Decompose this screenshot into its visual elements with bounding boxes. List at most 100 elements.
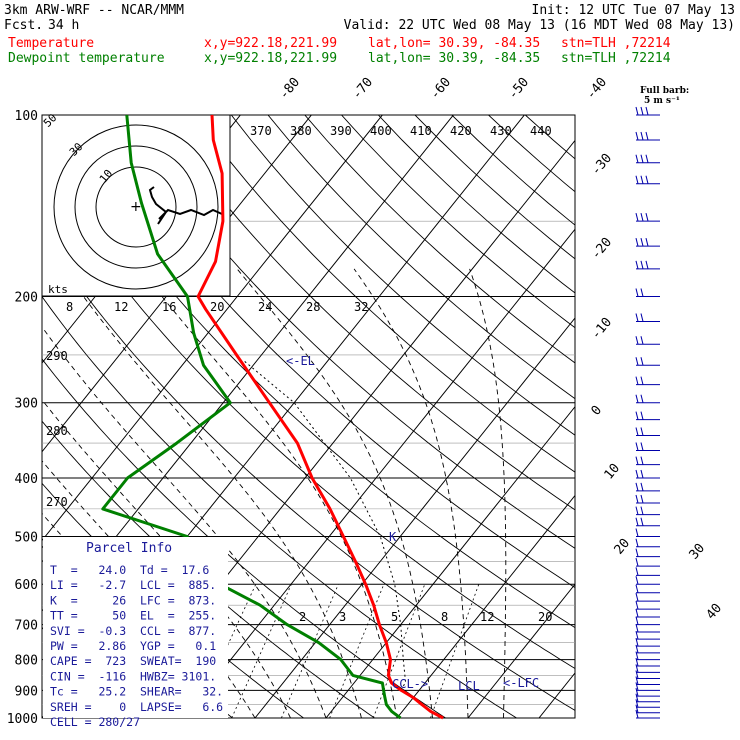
wind-barb [635,709,660,719]
wind-barb [635,538,660,548]
isotherm-line [325,405,575,718]
hodograph-trace [148,186,223,225]
parcel-info-row: PW = 2.86 YGP = 0.1 [50,639,216,653]
header: 3km ARW-WRF -- NCAR/MMM Init: 12 UTC Tue… [4,3,735,66]
isotherm-label: 10 [602,461,624,483]
wind-barb [635,558,660,567]
isotherm-label: 30 [687,541,709,563]
dry-adiabat [488,115,575,193]
temperature-legend: Temperature [8,36,94,51]
parcel-info-row: SVI = -0.3 CCL = 877. [50,624,216,638]
wind-barb [635,688,660,697]
wind-barb [635,584,660,594]
pressure-label: 400 [15,472,38,487]
wind-barb [635,631,660,640]
dry-adiabat [157,115,575,511]
wind-barb [635,427,660,436]
dry-adiabat [267,115,575,400]
pressure-label: 800 [15,654,38,669]
forecast-label: Fcst. [4,18,43,33]
ccl-label: CCL-> [392,677,428,691]
wind-barb [635,394,660,404]
wind-barb [635,651,660,661]
temperature-latlon: lat,lon= 30.39, -84.35 [368,36,540,51]
isotherm-label: 40 [704,601,726,623]
dry-adiabat [304,115,575,364]
wind-barb [635,106,660,116]
mixing-ratio-label: 2 [299,610,306,624]
moist-adiabat [42,326,327,718]
mixing-ratio-lines [193,584,480,718]
pressure-label: 500 [15,530,38,545]
wind-barb [635,616,660,626]
valid-time: Valid: 22 UTC Wed 08 May 13 (16 MDT Wed … [344,18,735,33]
isotherm-label: -50 [506,75,533,103]
dry-adiabat [120,115,575,549]
wind-barb [635,313,660,322]
hodograph-ring-50 [53,124,219,290]
isotherm-label: -30 [589,151,616,179]
wind-barb [635,576,660,585]
parcel-info-row: CAPE = 723 SWEAT= 190 [50,654,216,668]
theta-label: 410 [410,124,432,138]
temperature-xy: x,y=922.18,221.99 [204,36,337,51]
dry-adiabat [451,115,575,226]
wind-barb [635,456,660,466]
pressure-label: 600 [15,578,38,593]
isotherm-label: -80 [277,75,304,103]
mixing-ratio-line [329,584,385,718]
wind-barb [635,608,660,618]
wind-barb [635,336,660,345]
wind-barbs [635,106,660,719]
mixing-ratio-label: 20 [538,610,552,624]
parcel-info-row: K = 26 LFC = 873. [50,593,216,607]
wind-barb [635,411,660,421]
mixing-ratio-label: 5 [391,610,398,624]
isotherm-line [610,115,740,718]
wind-barb [635,154,660,164]
moist-adiabat [353,268,469,718]
isotherm-line [254,317,575,718]
level-labels: <-EL K CCL-> LCL <-LFC [286,354,539,693]
dewpoint-latlon: lat,lon= 30.39, -84.35 [368,51,540,66]
isotherm-line [396,494,575,718]
wind-barb [635,482,660,492]
dewpoint-station: stn=TLH ,72214 [561,51,671,66]
hodograph-speed-tick: 16 [162,300,176,314]
isotherm-label: 20 [612,536,634,558]
wind-legend-value: 5 m s⁻¹ [644,96,680,106]
parcel-info-row: CIN = -116 HWBZ= 3101. [50,669,216,683]
wind-barb [635,175,660,185]
hodograph-center: + [130,199,142,215]
mixing-ratio-label: 12 [480,610,494,624]
dry-adiabat [377,115,575,294]
mixing-ratio-labels: 2 3 5 8 12 20 [299,610,552,624]
dry-adiabat [42,358,446,718]
wind-barb [635,664,660,673]
wind-barb [635,693,660,703]
moist-adiabat [63,268,362,718]
dewpoint-legend: Dewpoint temperature [8,51,165,66]
parcel-info-row: Tc = 25.2 SHEAR= 32. [50,685,223,699]
dewpoint-xy: x,y=922.18,221.99 [204,51,337,66]
pressure-label: 100 [15,109,38,124]
isotherm-label: -70 [350,75,377,103]
isotherm-line [538,672,575,718]
dry-adiabat [230,115,575,436]
isotherm-label: -60 [428,75,455,103]
theta-label: 390 [330,124,352,138]
wind-barb [635,676,660,686]
temperature-trace [196,114,444,720]
dry-adiabat [524,115,575,160]
wind-barb [635,657,660,667]
hodograph-speed-tick: 24 [258,300,272,314]
dry-adiabat [83,115,575,589]
hodograph: + 10 30 50 kts [41,111,231,297]
parcel-trace [242,359,407,687]
lcl-label: LCL [458,679,480,693]
dry-adiabat [194,115,575,473]
hodograph-ring-30 [74,145,198,269]
wind-barb [635,238,660,247]
parcel-info-row: SREH = 0 LAPSE= 6.6 [50,700,223,714]
hodograph-speed-tick: 8 [66,300,73,314]
